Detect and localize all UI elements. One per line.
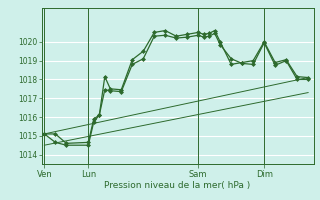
X-axis label: Pression niveau de la mer( hPa ): Pression niveau de la mer( hPa )	[104, 181, 251, 190]
